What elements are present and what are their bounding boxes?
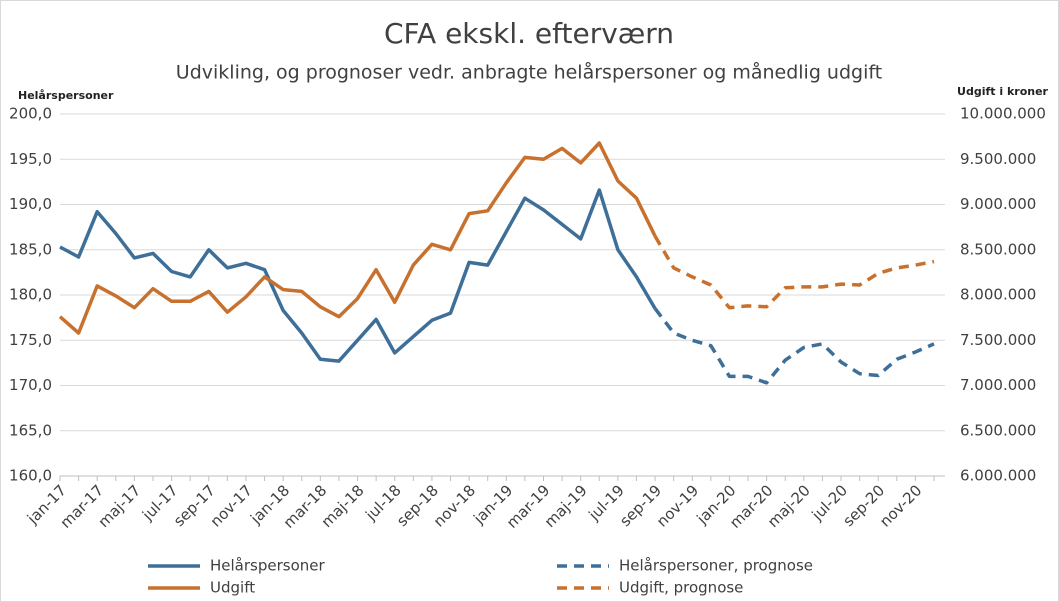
y2-tick-label: 6.000.000 [960, 467, 1036, 485]
y2-tick-label: 6.500.000 [960, 421, 1036, 439]
chart-title: CFA ekskl. efterværn [384, 17, 674, 50]
y2-tick-label: 8.500.000 [960, 240, 1036, 258]
y2-tick-label: 10.000.000 [960, 105, 1046, 123]
series-line [653, 307, 935, 385]
y-tick-label: 185,0 [9, 240, 52, 258]
series-line [59, 188, 657, 363]
y-tick-label: 160,0 [9, 467, 52, 485]
y-tick-label: 165,0 [9, 421, 52, 439]
y-tick-label: 195,0 [9, 150, 52, 168]
y2-tick-label: 7.500.000 [960, 331, 1036, 349]
y-tick-label: 190,0 [9, 195, 52, 213]
chart-subtitle: Udvikling, og prognoser vedr. anbragte h… [176, 61, 882, 84]
legend-label: Udgift [210, 579, 255, 597]
series-line [58, 141, 657, 335]
legend-label: Helårspersoner [210, 557, 325, 575]
y-tick-label: 170,0 [9, 376, 52, 394]
y-tick-label: 175,0 [9, 331, 52, 349]
y2-tick-label: 8.000.000 [960, 286, 1036, 304]
y2-tick-label: 9.000.000 [960, 195, 1036, 213]
y2-tick-label: 7.000.000 [960, 376, 1036, 394]
y-tick-label: 200,0 [9, 105, 52, 123]
legend-label: Udgift, prognose [619, 579, 743, 597]
y-tick-label: 180,0 [9, 286, 52, 304]
series-line [653, 235, 935, 310]
y2-tick-label: 9.500.000 [960, 150, 1036, 168]
y-axis-label: Helårspersoner [18, 89, 114, 102]
legend-label: Helårspersoner, prognose [619, 557, 813, 575]
y2-axis-label: Udgift i kroner [957, 85, 1049, 98]
